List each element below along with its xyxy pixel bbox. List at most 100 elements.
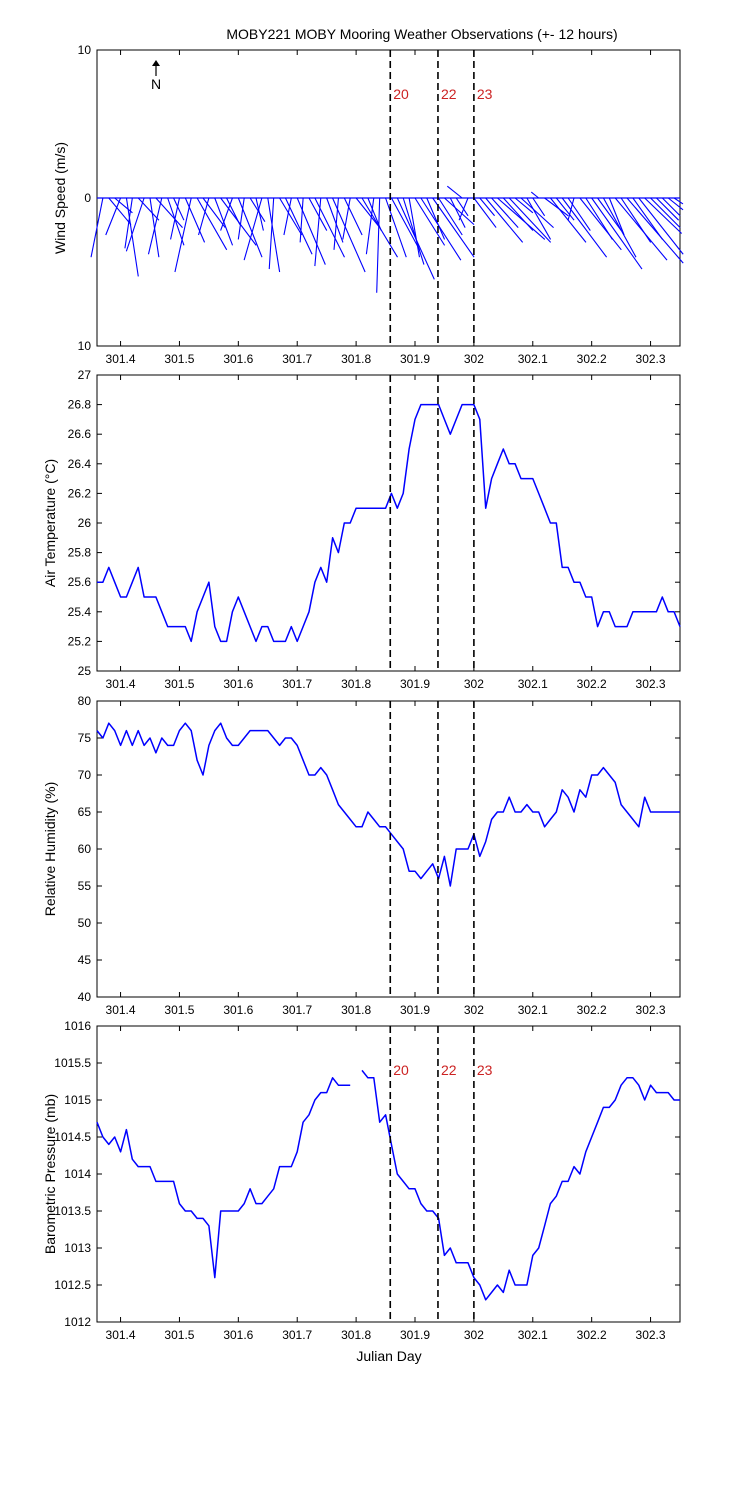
wind-vector	[555, 197, 575, 221]
x-tick-label: 302.1	[518, 677, 548, 691]
chart-panel-2: 301.4 301.5 301.6 301.7 301.8 301.9 302 302.1 30…	[42, 368, 681, 691]
wind-vector	[196, 197, 228, 251]
wind-vector	[473, 197, 497, 228]
event-marker-label: 23	[477, 86, 493, 102]
wind-vector	[491, 197, 519, 228]
series-line	[97, 403, 681, 643]
y-tick-label: 65	[78, 805, 92, 819]
x-axis-label: Julian Day	[356, 1348, 421, 1364]
x-tick-label: 301.8	[341, 677, 371, 691]
x-tick-label: 302.3	[636, 1328, 666, 1342]
y-axis-label: Relative Humidity (%)	[42, 782, 58, 917]
chart-panels: 301.4 301.5 301.6 301.7 301.8 301.9 302 302.1 30…	[42, 43, 684, 1342]
x-tick-label: 302	[464, 1003, 484, 1017]
y-tick-label: 27	[78, 368, 92, 382]
wind-vector	[332, 197, 366, 273]
wind-vector	[314, 197, 322, 267]
wind-vector	[105, 197, 122, 236]
chart-panel-3: 301.4 301.5 301.6 301.7 301.8 301.9 302 302.1 30…	[42, 694, 681, 1017]
wind-vector	[342, 197, 351, 240]
wind-vector	[620, 197, 652, 243]
y-tick-label: 60	[78, 842, 92, 856]
wind-vector	[114, 197, 133, 214]
y-tick-label: 75	[78, 731, 92, 745]
x-tick-label: 301.6	[223, 352, 253, 366]
y-tick-label: 1015.5	[54, 1056, 91, 1070]
wind-vector	[255, 197, 264, 231]
wind-vector	[402, 197, 425, 265]
x-tick-label: 302.1	[518, 1328, 548, 1342]
x-tick-label: 302	[464, 1328, 484, 1342]
y-axis-label: Air Temperature (°C)	[42, 459, 58, 587]
wind-vector	[268, 197, 275, 270]
wind-vector	[644, 197, 683, 234]
x-tick-label: 301.7	[282, 352, 312, 366]
wind-vector	[497, 197, 546, 240]
plot-frame	[96, 1025, 681, 1323]
event-marker-label: 22	[441, 1062, 457, 1078]
x-tick-label: 302.2	[577, 352, 607, 366]
wind-vector	[174, 197, 192, 273]
wind-vector	[355, 197, 381, 228]
wind-vector	[426, 197, 446, 240]
wind-vector	[632, 197, 663, 240]
x-tick-label: 301.9	[400, 1328, 430, 1342]
y-tick-label: 55	[78, 879, 92, 893]
x-tick-label: 302.3	[636, 352, 666, 366]
x-tick-label: 302.3	[636, 1003, 666, 1017]
y-tick-label: 80	[78, 694, 92, 708]
wind-vector	[455, 197, 469, 217]
x-tick-label: 302.1	[518, 1003, 548, 1017]
x-tick-label: 301.7	[282, 1328, 312, 1342]
x-tick-label: 301.9	[400, 352, 430, 366]
y-tick-label: 1013.5	[54, 1204, 91, 1218]
event-marker-label: 20	[393, 1062, 409, 1078]
y-tick-label: 1016	[64, 1019, 91, 1033]
wind-vector	[385, 197, 407, 258]
y-tick-label: 26	[78, 516, 92, 530]
series-line	[96, 1069, 680, 1301]
wind-vector	[376, 197, 381, 293]
wind-vector	[446, 185, 463, 199]
wind-vector	[449, 197, 466, 228]
y-tick-label: 26.2	[68, 486, 92, 500]
wind-vector	[184, 197, 206, 243]
wind-vector	[656, 197, 680, 221]
wind-vector	[124, 197, 133, 249]
wind-vector	[602, 197, 637, 258]
north-arrowhead-icon	[152, 60, 160, 66]
wind-vector	[408, 197, 421, 258]
wind-vector	[414, 197, 446, 246]
y-tick-label: 10	[78, 43, 92, 57]
wind-vector	[125, 197, 145, 252]
wind-vector	[237, 197, 245, 240]
wind-vector	[365, 197, 375, 255]
y-tick-label: 26.6	[68, 427, 92, 441]
y-axis-label: Wind Speed (m/s)	[52, 142, 68, 254]
x-tick-label: 301.5	[164, 1328, 194, 1342]
y-tick-label: 1014.5	[54, 1130, 91, 1144]
wind-vector	[479, 197, 496, 217]
y-tick-label: 25.6	[68, 575, 92, 589]
chart-panel-1: 301.4 301.5 301.6 301.7 301.8 301.9 302 302.1 30…	[52, 43, 684, 366]
x-tick-label: 301.4	[106, 1003, 136, 1017]
x-tick-label: 301.7	[282, 677, 312, 691]
wind-vector	[597, 197, 622, 231]
y-axis-label: Barometric Pressure (mb)	[42, 1094, 58, 1254]
wind-vector	[137, 197, 160, 221]
north-label: N	[151, 76, 161, 92]
x-tick-label: 302.3	[636, 677, 666, 691]
wind-vector	[438, 197, 463, 236]
wind-vector	[530, 191, 540, 199]
event-marker-label: 20	[393, 86, 409, 102]
wind-vector	[650, 197, 681, 228]
x-tick-label: 301.5	[164, 677, 194, 691]
wind-vector	[90, 197, 104, 258]
x-tick-label: 301.7	[282, 1003, 312, 1017]
wind-vector	[170, 197, 180, 240]
wind-vector	[226, 197, 241, 225]
y-tick-label: 10	[78, 339, 92, 353]
wind-vector	[444, 197, 475, 226]
wind-vector	[333, 197, 339, 250]
